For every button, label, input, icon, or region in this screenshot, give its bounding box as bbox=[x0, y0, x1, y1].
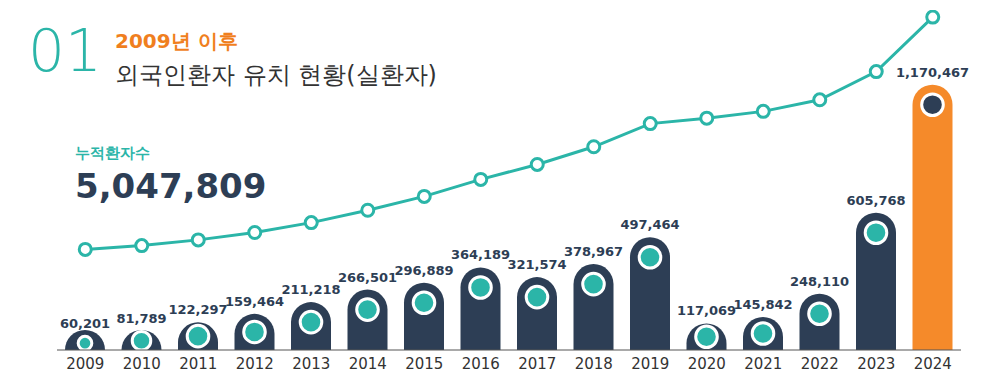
svg-text:2019: 2019 bbox=[631, 355, 669, 373]
svg-text:2012: 2012 bbox=[236, 355, 274, 373]
svg-text:321,574: 321,574 bbox=[507, 257, 566, 272]
svg-text:60,201: 60,201 bbox=[60, 316, 110, 331]
svg-text:2022: 2022 bbox=[801, 355, 839, 373]
svg-text:145,842: 145,842 bbox=[733, 297, 792, 312]
svg-text:2011: 2011 bbox=[179, 355, 217, 373]
svg-text:81,789: 81,789 bbox=[116, 311, 166, 326]
svg-text:117,069: 117,069 bbox=[677, 303, 736, 318]
html-text:2009년 이후: 2009년 이후 bbox=[115, 29, 238, 53]
svg-text:2021: 2021 bbox=[744, 355, 782, 373]
svg-text:497,464: 497,464 bbox=[620, 217, 679, 232]
svg-text:378,967: 378,967 bbox=[564, 244, 623, 259]
svg-text:2013: 2013 bbox=[292, 355, 330, 373]
svg-text:2010: 2010 bbox=[123, 355, 161, 373]
svg-text:266,501: 266,501 bbox=[338, 270, 397, 285]
svg-text:2017: 2017 bbox=[518, 355, 556, 373]
svg-text:2024: 2024 bbox=[914, 355, 952, 373]
svg-text:605,768: 605,768 bbox=[846, 193, 905, 208]
html-text:외국인환자 유치 현황(실환자): 외국인환자 유치 현황(실환자) bbox=[115, 61, 437, 89]
svg-text:2020: 2020 bbox=[688, 355, 726, 373]
html-text:01: 01 bbox=[28, 17, 102, 85]
svg-text:159,464: 159,464 bbox=[225, 294, 284, 309]
svg-text:2009: 2009 bbox=[66, 355, 104, 373]
svg-text:2018: 2018 bbox=[575, 355, 613, 373]
html-text:5,047,809: 5,047,809 bbox=[75, 166, 267, 206]
svg-text:211,218: 211,218 bbox=[281, 282, 340, 297]
svg-text:248,110: 248,110 bbox=[790, 274, 849, 289]
svg-text:122,297: 122,297 bbox=[168, 302, 227, 317]
svg-text:2016: 2016 bbox=[462, 355, 500, 373]
svg-text:296,889: 296,889 bbox=[394, 263, 453, 278]
svg-text:2023: 2023 bbox=[857, 355, 895, 373]
svg-text:364,189: 364,189 bbox=[451, 247, 510, 262]
svg-text:2014: 2014 bbox=[349, 355, 387, 373]
html-text:누적환자수: 누적환자수 bbox=[75, 144, 150, 162]
svg-text:1,170,467: 1,170,467 bbox=[896, 65, 969, 80]
svg-text:2015: 2015 bbox=[405, 355, 443, 373]
